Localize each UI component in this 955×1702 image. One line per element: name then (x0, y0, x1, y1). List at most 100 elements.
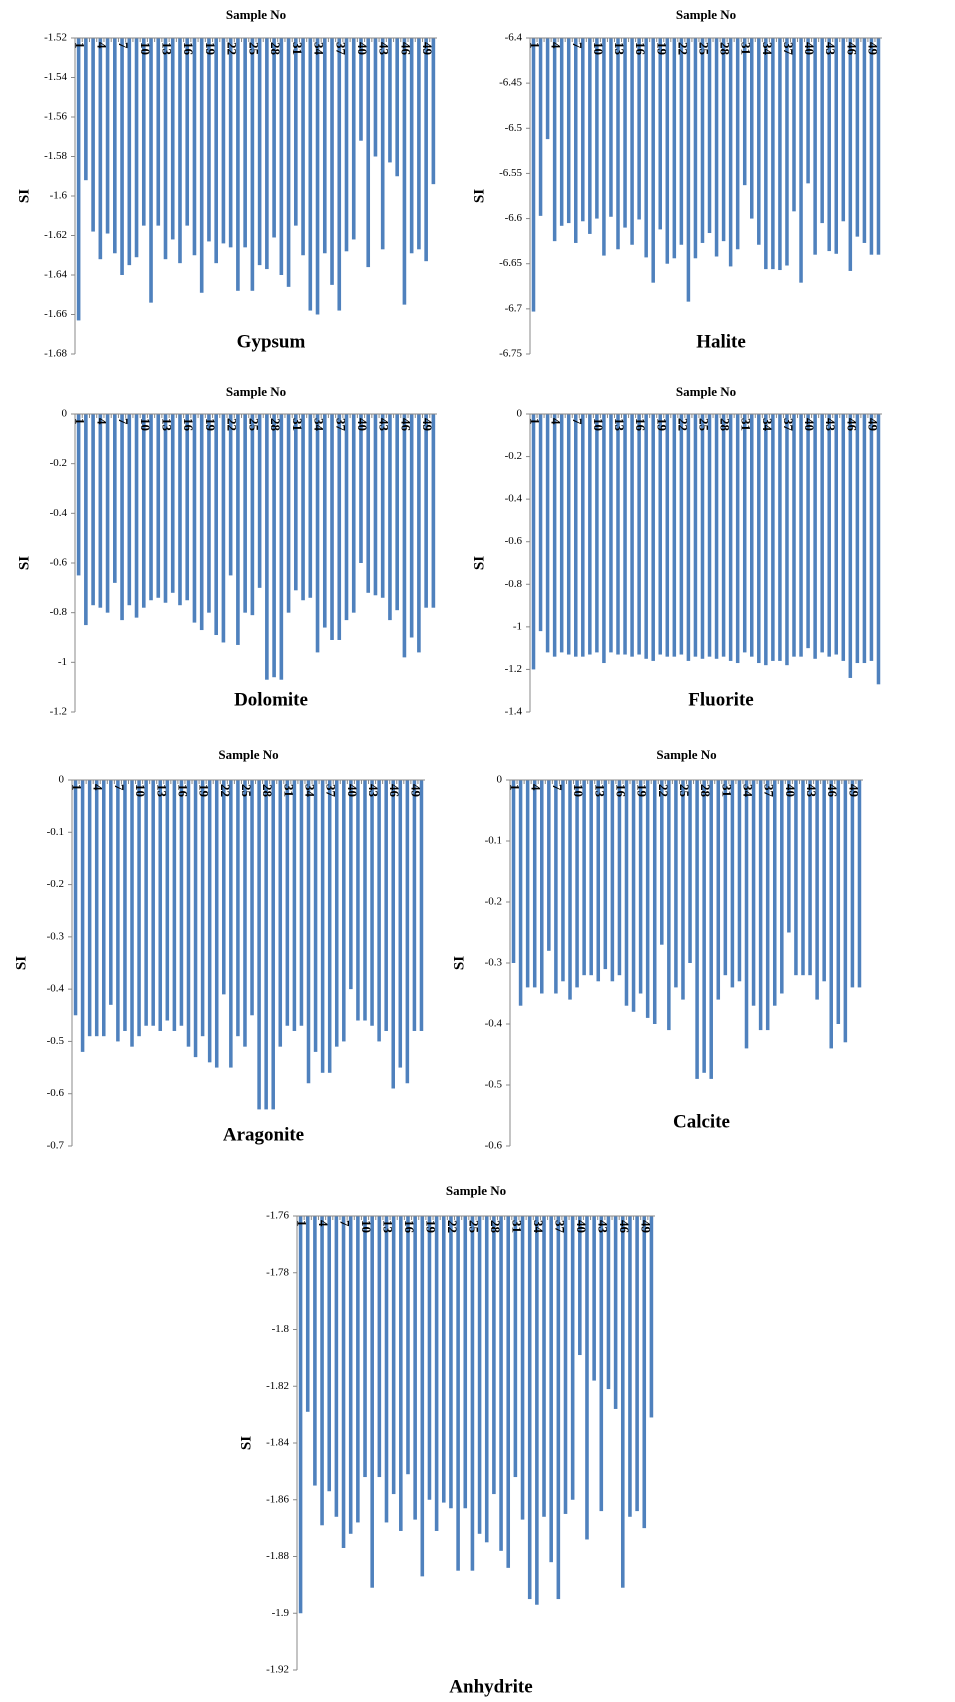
bar (199, 38, 204, 293)
bar (855, 38, 860, 237)
x-tick-label: 22 (675, 418, 690, 431)
annotation: Fluorite (688, 689, 753, 710)
x-tick-label: 25 (696, 418, 711, 432)
bar (250, 414, 255, 616)
y-tick-label: -0.4 (485, 1018, 503, 1030)
x-tick-label: 19 (654, 418, 669, 432)
bar (545, 38, 550, 140)
x-tick-label: 49 (408, 784, 423, 798)
bar (402, 38, 407, 305)
x-tick-label: 34 (312, 42, 327, 56)
bar (578, 1216, 582, 1356)
bar (787, 780, 791, 933)
bar (236, 38, 240, 291)
x-tick-label: 37 (333, 42, 348, 56)
x-tick-label: 22 (656, 784, 671, 797)
x-axis-title: Sample No (656, 747, 716, 762)
bar (163, 414, 168, 603)
x-tick-label: 1 (73, 418, 88, 425)
x-tick-label: 46 (825, 784, 840, 798)
y-tick-label: -1.4 (505, 706, 523, 718)
bar (714, 414, 719, 659)
bar (645, 780, 650, 1018)
bar (518, 780, 523, 1006)
x-tick-label: 37 (552, 1220, 567, 1234)
bar (620, 1216, 625, 1588)
y-tick-label: -0.1 (47, 826, 64, 838)
bar (843, 780, 848, 1043)
bar (344, 414, 349, 621)
bar (207, 780, 212, 1063)
x-tick-label: 16 (402, 1220, 417, 1234)
bar (73, 780, 78, 1016)
x-tick-label: 28 (698, 784, 713, 798)
bar (337, 414, 342, 640)
bar (151, 780, 155, 1026)
bar (424, 38, 428, 262)
bar (185, 414, 190, 601)
bar (98, 414, 103, 608)
bar (141, 414, 146, 608)
x-tick-label: 4 (549, 42, 564, 49)
bar (820, 414, 824, 653)
bar (772, 780, 777, 1006)
bar (113, 414, 117, 583)
bar (771, 38, 775, 270)
x-tick-label: 19 (203, 42, 218, 56)
bar (327, 1216, 332, 1492)
bar (613, 1216, 618, 1409)
x-tick-label: 25 (246, 42, 261, 56)
bar (744, 780, 749, 1049)
y-tick-label: -1.9 (272, 1607, 290, 1619)
bar (602, 38, 606, 256)
bar (163, 38, 168, 260)
bar (735, 414, 740, 664)
bar (363, 1216, 367, 1478)
y-tick-label: -0.1 (485, 835, 502, 847)
x-tick-label: 16 (613, 784, 628, 798)
bar (149, 414, 153, 601)
bar (366, 414, 371, 593)
bar (409, 38, 414, 254)
bar (348, 1216, 353, 1534)
bar (651, 38, 655, 283)
bar (702, 780, 706, 1073)
bar (200, 780, 205, 1037)
bar (272, 38, 276, 238)
bar (257, 414, 262, 588)
x-tick-label: 7 (570, 418, 585, 425)
bar (377, 780, 381, 1042)
bar (409, 414, 414, 638)
bar (728, 414, 733, 661)
bar (750, 414, 754, 657)
bar (827, 414, 831, 657)
y-axis-title: SI (238, 1436, 254, 1450)
bar (278, 780, 283, 1047)
bar (384, 780, 388, 1031)
x-tick-label: 40 (345, 784, 360, 797)
bar (250, 38, 255, 291)
bar (602, 414, 606, 664)
bar (221, 38, 226, 244)
x-tick-label: 46 (398, 418, 413, 432)
bar (552, 38, 557, 242)
bar (156, 414, 161, 598)
x-tick-label: 13 (612, 42, 627, 56)
bar (730, 780, 735, 988)
bar (395, 414, 399, 611)
bar (822, 780, 826, 982)
bar (127, 414, 132, 606)
bar (214, 38, 218, 264)
bar (449, 1216, 453, 1509)
x-tick-label: 49 (865, 418, 880, 432)
bar (373, 414, 378, 596)
bar (279, 38, 284, 275)
bar (658, 414, 662, 655)
y-tick-label: -0.7 (47, 1140, 65, 1152)
x-tick-label: 10 (571, 784, 586, 797)
bar (616, 38, 620, 250)
bar (862, 414, 867, 664)
x-tick-label: 10 (138, 418, 153, 431)
bar (391, 1216, 396, 1495)
bar (427, 1216, 432, 1500)
